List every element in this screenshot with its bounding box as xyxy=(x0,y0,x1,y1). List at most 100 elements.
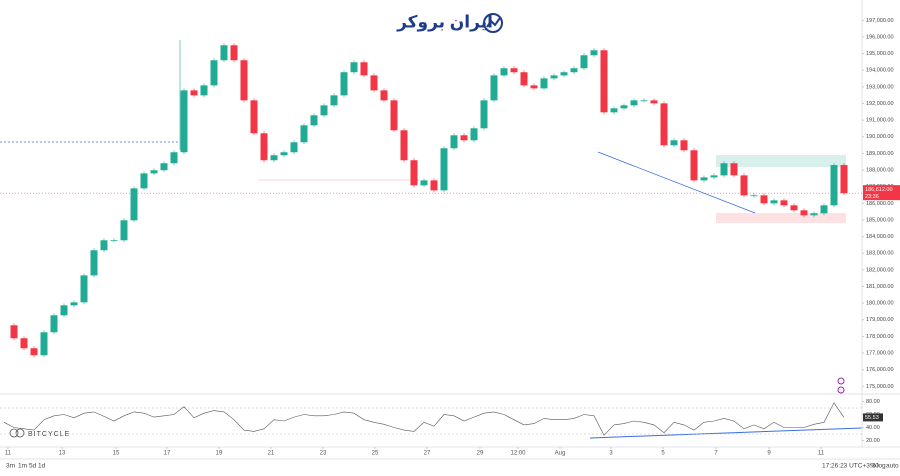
y-tick-label: 190,000.00 xyxy=(866,134,894,140)
candle-body xyxy=(430,180,438,191)
candle-body xyxy=(360,62,368,76)
candle-body xyxy=(570,68,578,73)
y-tick-label: 180,000.00 xyxy=(866,301,894,307)
candle-body xyxy=(200,85,208,96)
candle-body xyxy=(130,188,138,221)
x-tick-label: 9 xyxy=(767,451,771,457)
y-tick-label: 184,000.00 xyxy=(866,234,894,240)
x-tick-label: 25 xyxy=(372,451,379,457)
candle-body xyxy=(180,90,188,153)
y-tick-label: 195,000.00 xyxy=(866,51,894,57)
y-tick-label: 175,000.00 xyxy=(866,384,894,390)
candle-body xyxy=(280,152,288,156)
last-price-label: 186,612.00 xyxy=(865,187,893,193)
y-tick-label: 185,000.00 xyxy=(866,217,894,223)
y-tick-label: 192,000.00 xyxy=(866,101,894,107)
y-tick-label: 176,000.00 xyxy=(866,367,894,373)
candle-body xyxy=(90,250,98,276)
candle-body xyxy=(390,100,398,131)
candle-body xyxy=(560,72,568,76)
y-tick-label: 183,000.00 xyxy=(866,251,894,257)
candle-body xyxy=(670,140,678,146)
y-tick-label: 191,000.00 xyxy=(866,118,894,124)
candle-body xyxy=(660,103,668,146)
candle-body xyxy=(70,302,78,306)
range-button[interactable]: 1m xyxy=(18,463,27,470)
x-tick-label: 11 xyxy=(818,451,825,457)
x-tick-label: 13 xyxy=(59,451,66,457)
target-zone xyxy=(716,155,846,167)
candle-body xyxy=(330,95,338,106)
candle-body xyxy=(100,240,108,251)
x-tick-label: 27 xyxy=(424,451,431,457)
y-tick-label: 194,000.00 xyxy=(866,68,894,74)
rsi-trend-line xyxy=(589,427,863,439)
candle-body xyxy=(790,205,798,211)
candle-body xyxy=(170,152,178,164)
x-tick-label: 15 xyxy=(113,451,120,457)
trend-line xyxy=(597,151,756,214)
y-tick-label: 20.00 xyxy=(866,438,880,444)
candle-body xyxy=(740,175,748,196)
candle-body xyxy=(620,105,628,109)
candle-body xyxy=(50,315,58,333)
y-tick-label: 193,000.00 xyxy=(866,84,894,90)
candle-body xyxy=(80,275,88,303)
candle-body xyxy=(460,135,468,141)
candle-body xyxy=(440,148,448,191)
candle-body xyxy=(270,155,278,161)
x-tick-label: Aug xyxy=(555,451,566,457)
candle-body xyxy=(830,165,838,206)
percent-button[interactable]: % xyxy=(870,463,876,470)
range-button[interactable]: 1d xyxy=(38,463,46,470)
candle-body xyxy=(630,100,638,106)
candle-body xyxy=(640,100,648,102)
y-tick-label: 197,000.00 xyxy=(866,18,894,24)
clock: 17:26:23 UTC+3:30 xyxy=(822,463,879,470)
y-tick-label: 181,000.00 xyxy=(866,284,894,290)
x-tick-label: 5 xyxy=(661,451,665,457)
candle-body xyxy=(610,108,618,113)
y-tick-label: 189,000.00 xyxy=(866,151,894,157)
candle-body xyxy=(700,177,708,181)
log-button[interactable]: log xyxy=(877,463,886,470)
candle-body xyxy=(600,50,608,113)
candle-body xyxy=(410,160,418,186)
candle-body xyxy=(520,72,528,86)
candle-body xyxy=(340,72,348,96)
candle-body xyxy=(750,195,758,197)
candle-body xyxy=(160,163,168,171)
watermark: BITCYCLE xyxy=(28,431,70,438)
rsi-line xyxy=(3,402,845,436)
candle-body xyxy=(810,213,818,216)
candle-body xyxy=(110,240,118,242)
candle-body xyxy=(290,142,298,153)
range-button[interactable]: 5d xyxy=(29,463,37,470)
candle-body xyxy=(710,175,718,178)
x-tick-label: 11 xyxy=(5,451,12,457)
candle-body xyxy=(230,45,238,61)
candle-body xyxy=(140,173,148,189)
candle-body xyxy=(650,100,658,104)
candle-body xyxy=(580,55,588,69)
candle-body xyxy=(820,205,828,214)
candle-body xyxy=(780,200,788,206)
y-tick-label: 186,000.00 xyxy=(866,201,894,207)
x-tick-label: 12:00 xyxy=(510,451,526,457)
event-marker xyxy=(837,386,845,394)
logo-icon xyxy=(486,17,501,28)
candle-body xyxy=(250,100,258,134)
candle-body xyxy=(380,90,388,101)
candle-body xyxy=(350,62,358,73)
candle-body xyxy=(500,68,508,76)
range-button[interactable]: 3m xyxy=(6,463,15,470)
y-tick-label: 179,000.00 xyxy=(866,317,894,323)
candle-body xyxy=(690,150,698,181)
auto-button[interactable]: auto xyxy=(886,463,899,470)
candle-body xyxy=(590,50,598,56)
candle-body xyxy=(510,68,518,73)
candle-body xyxy=(530,85,538,89)
logo-text: ایران بروکر xyxy=(396,12,493,32)
candle-body xyxy=(60,305,68,316)
